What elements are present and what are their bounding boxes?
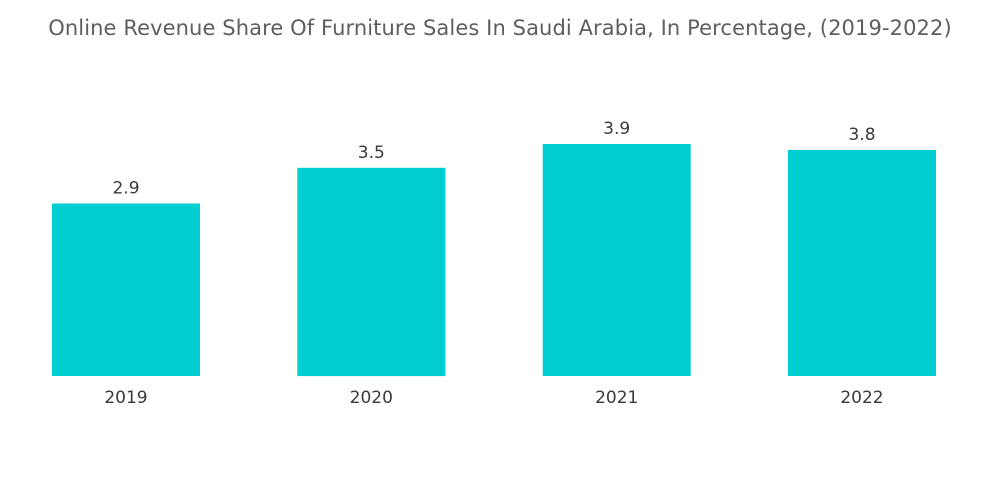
bar-2021 [542, 144, 691, 376]
bar-2020 [297, 167, 446, 377]
x-axis-ticks-layer: 2019 2020 2021 2022 [104, 388, 883, 408]
bars-layer [52, 144, 936, 377]
data-label-2019: 2.9 [112, 179, 139, 199]
data-label-2022: 3.8 [848, 125, 875, 145]
x-tick-label-2021: 2021 [595, 388, 638, 408]
data-label-2020: 3.5 [358, 143, 385, 163]
bar-2019 [52, 203, 200, 376]
x-tick-label-2019: 2019 [104, 388, 147, 408]
bar-2022 [788, 149, 936, 376]
x-tick-label-2020: 2020 [350, 388, 393, 408]
data-label-2021: 3.9 [603, 119, 630, 139]
chart-title: Online Revenue Share Of Furniture Sales … [48, 16, 952, 40]
x-tick-label-2022: 2022 [840, 388, 883, 408]
data-labels-layer: 2.9 3.5 3.9 3.8 [112, 119, 875, 199]
